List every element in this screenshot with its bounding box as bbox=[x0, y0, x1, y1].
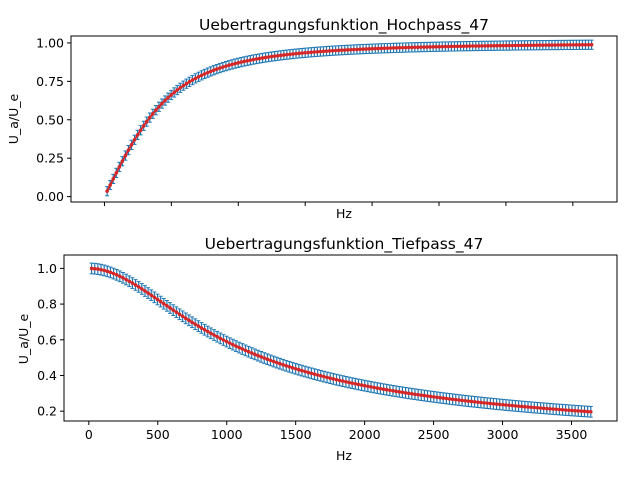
x-tick-label: 500 bbox=[146, 427, 170, 442]
y-tick-label: 0.00 bbox=[36, 189, 64, 204]
x-axis-label: Hz bbox=[336, 206, 352, 221]
x-tick-label: 3500 bbox=[556, 427, 588, 442]
x-tick-label: 1000 bbox=[211, 427, 243, 442]
data-point-group bbox=[105, 42, 594, 193]
y-axis-label: U_a/U_e bbox=[6, 94, 21, 145]
chart-title: Uebertragungsfunktion_Hochpass_47 bbox=[199, 16, 489, 35]
y-axis-label: U_a/U_e bbox=[16, 314, 31, 365]
y-tick-label: 0.8 bbox=[37, 297, 57, 312]
x-axis-ticks: 0 500 1000 1500 2000 2500 3000 3500 bbox=[85, 421, 588, 442]
y-tick-label: 0.25 bbox=[36, 151, 64, 166]
chart-hochpass: Uebertragungsfunktion_Hochpass_47 Hz U_a… bbox=[6, 16, 618, 221]
y-tick-label: 0.75 bbox=[36, 74, 64, 89]
y-axis-ticks: 0.00 0.25 0.50 0.75 1.00 bbox=[36, 35, 71, 204]
x-tick-label: 0 bbox=[85, 427, 93, 442]
y-tick-label: 0.50 bbox=[36, 112, 64, 127]
x-tick-label: 3000 bbox=[487, 427, 519, 442]
axes-frame bbox=[70, 35, 618, 203]
fit-curve bbox=[106, 43, 592, 192]
fit-curve bbox=[91, 267, 591, 413]
axes-frame bbox=[63, 254, 618, 422]
errorbar-group bbox=[105, 39, 594, 197]
y-tick-label: 0.2 bbox=[37, 404, 57, 419]
errorbar-group bbox=[89, 262, 593, 418]
x-tick-label: 2500 bbox=[418, 427, 450, 442]
y-tick-label: 1.0 bbox=[37, 261, 57, 276]
y-tick-label: 0.4 bbox=[37, 368, 57, 383]
y-axis-ticks: 0.2 0.4 0.6 0.8 1.0 bbox=[37, 261, 64, 419]
x-tick-label: 1500 bbox=[280, 427, 312, 442]
x-axis-label: Hz bbox=[336, 448, 352, 463]
data-point-group bbox=[89, 266, 593, 414]
y-tick-label: 0.6 bbox=[37, 332, 57, 347]
chart-tiefpass: Uebertragungsfunktion_Tiefpass_47 Hz U_a… bbox=[16, 235, 618, 463]
chart-title: Uebertragungsfunktion_Tiefpass_47 bbox=[205, 235, 484, 254]
y-tick-label: 1.00 bbox=[36, 35, 64, 50]
x-axis-ticks bbox=[103, 202, 574, 206]
x-tick-label: 2000 bbox=[349, 427, 381, 442]
